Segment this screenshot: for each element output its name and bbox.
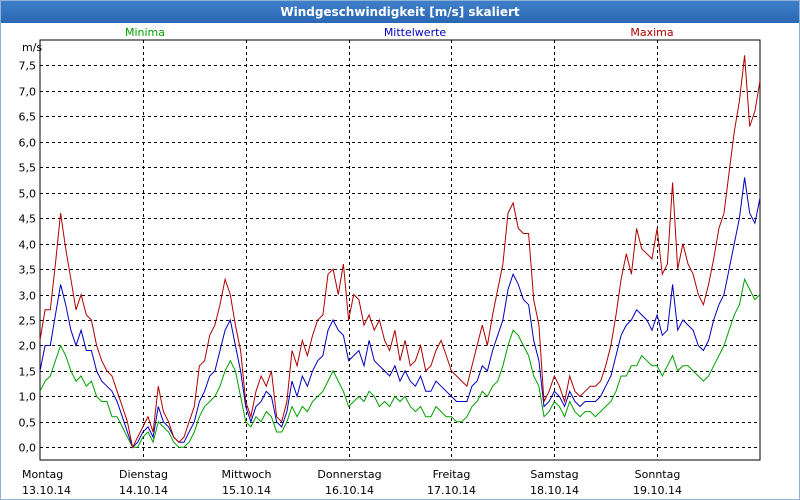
x-tick-day: Montag: [22, 468, 63, 481]
y-tick-label: 0,5: [19, 417, 37, 430]
y-tick-label: 6,5: [19, 111, 37, 124]
legend-mittelwerte: Mittelwerte: [384, 26, 447, 39]
y-tick-label: 4,5: [19, 213, 37, 226]
x-tick-date: 19.10.14: [633, 484, 682, 497]
y-tick-label: 7,0: [19, 86, 37, 99]
legend: Minima Mittelwerte Maxima: [125, 26, 674, 39]
y-tick-label: 4,0: [19, 239, 37, 252]
series-lines: [39, 55, 761, 449]
y-axis-ticks: 0,0 0,5 1,0 1,5 2,0 2,5 3,0 3,5 4,0 4,5 5,0 5,5 6,0 6…: [19, 60, 37, 455]
y-tick-label: 1,0: [19, 391, 37, 404]
y-tick-label: 7,5: [19, 60, 37, 73]
y-tick-label: 6,0: [19, 137, 37, 150]
series-line-mittelwerte: [39, 177, 761, 449]
x-tick-day: Sonntag: [635, 468, 681, 481]
y-tick-label: 0,0: [19, 442, 37, 455]
y-axis-label: m/s: [22, 41, 42, 54]
x-tick-date: 16.10.14: [325, 484, 374, 497]
window-title: Windgeschwindigkeit [m/s] skaliert: [1, 1, 799, 23]
y-tick-label: 5,0: [19, 188, 37, 201]
legend-minima: Minima: [125, 26, 165, 39]
y-tick-label: 1,5: [19, 366, 37, 379]
x-tick-date: 18.10.14: [530, 484, 579, 497]
x-tick-date: 13.10.14: [22, 484, 71, 497]
x-tick-day: Mittwoch: [222, 468, 272, 481]
x-tick-day: Dienstag: [119, 468, 168, 481]
x-tick-date: 17.10.14: [427, 484, 476, 497]
x-tick-date: 15.10.14: [222, 484, 271, 497]
series-line-maxima: [39, 55, 761, 449]
plot-frame: [39, 39, 761, 461]
x-tick-date: 14.10.14: [119, 484, 168, 497]
grid: [39, 39, 761, 461]
y-tick-label: 5,5: [19, 162, 37, 175]
x-tick-day: Donnerstag: [317, 468, 381, 481]
x-tick-day: Freitag: [433, 468, 471, 481]
series-line-minima: [39, 277, 761, 448]
legend-maxima: Maxima: [630, 26, 673, 39]
y-tick-label: 2,0: [19, 340, 37, 353]
y-tick-label: 3,0: [19, 290, 37, 303]
x-axis-ticks: Montag 13.10.14 Dienstag 14.10.14 Mittwoch 15…: [22, 468, 682, 497]
x-tick-day: Samstag: [530, 468, 578, 481]
y-tick-label: 3,5: [19, 264, 37, 277]
y-tick-label: 2,5: [19, 315, 37, 328]
